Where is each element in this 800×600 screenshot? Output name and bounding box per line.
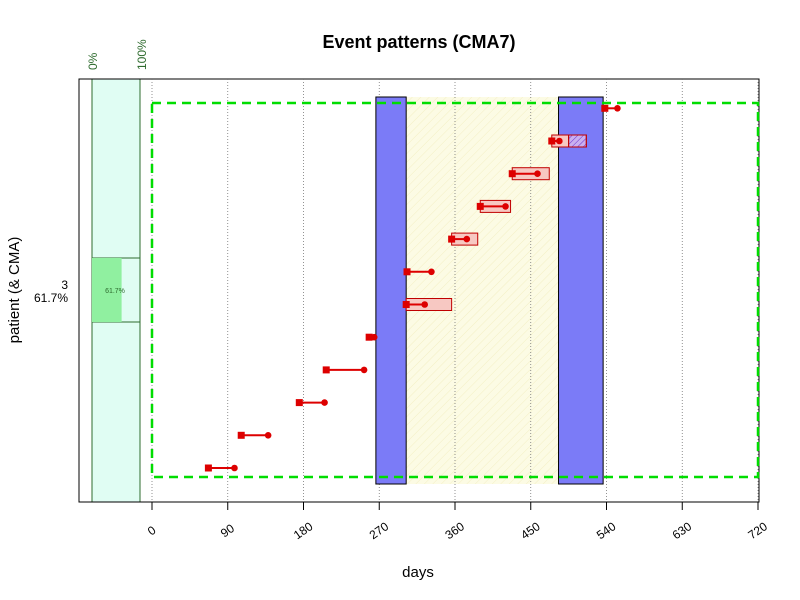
x-tick-label: 360 xyxy=(442,519,467,542)
supply-box-hatched xyxy=(568,134,587,148)
event-start-marker xyxy=(601,104,609,112)
chart-title: Event patterns (CMA7) xyxy=(322,32,515,52)
patient-id-label: 3 xyxy=(61,278,68,292)
event-end-marker xyxy=(534,170,541,177)
x-tick-label: 270 xyxy=(367,519,392,542)
x-axis: 0 90 180 270 360 450 540 630 720 xyxy=(145,502,770,542)
event-end-marker xyxy=(502,203,509,210)
event-end-marker xyxy=(556,137,563,145)
x-axis-label: days xyxy=(402,564,434,581)
y-axis-label: patient (& CMA) xyxy=(6,237,23,344)
x-tick-label: 450 xyxy=(518,519,543,542)
x-tick-label: 180 xyxy=(291,519,316,542)
event-layer xyxy=(204,104,621,472)
event-start-marker xyxy=(322,366,330,374)
event-end-marker xyxy=(428,268,435,276)
event-end-marker xyxy=(614,105,621,112)
x-tick-label: 630 xyxy=(670,519,695,542)
event-start-marker xyxy=(476,202,484,210)
observation-window xyxy=(150,101,760,479)
event-start-marker xyxy=(237,431,245,439)
event-end-marker xyxy=(264,432,272,439)
event-start-marker xyxy=(403,268,411,276)
highlight-layer xyxy=(406,97,559,484)
event-end-marker xyxy=(231,464,238,472)
event-start-marker xyxy=(365,333,373,341)
patient-cma-label: 61.7% xyxy=(34,291,68,305)
event-end-marker xyxy=(370,333,378,341)
follow-up-window xyxy=(375,96,407,485)
cma-bar-label: 61.7% xyxy=(105,288,125,295)
event-start-marker xyxy=(295,399,303,407)
event-start-marker xyxy=(204,464,212,472)
event-start-marker xyxy=(548,137,556,145)
follow-up-window xyxy=(558,96,604,485)
event-end-marker xyxy=(321,399,328,406)
plot-frame xyxy=(78,78,760,503)
x-tick-label: 720 xyxy=(745,519,770,542)
event-start-marker xyxy=(448,235,456,243)
event-start-marker xyxy=(508,170,516,178)
cma-scale-max-label: 100% xyxy=(135,39,149,70)
event-end-marker xyxy=(360,366,368,374)
cma-bar xyxy=(92,258,122,322)
cma-scale-min-label: 0% xyxy=(86,52,100,70)
event-end-marker xyxy=(421,301,429,308)
highlight-window-hatch xyxy=(406,97,559,484)
x-tick-label: 90 xyxy=(218,521,237,540)
observation-window-layer xyxy=(150,101,760,479)
x-tick-label: 0 xyxy=(145,523,159,538)
follow-up-layer xyxy=(375,96,604,485)
event-end-marker xyxy=(463,235,471,243)
x-tick-label: 540 xyxy=(594,519,619,542)
event-start-marker xyxy=(402,301,410,308)
